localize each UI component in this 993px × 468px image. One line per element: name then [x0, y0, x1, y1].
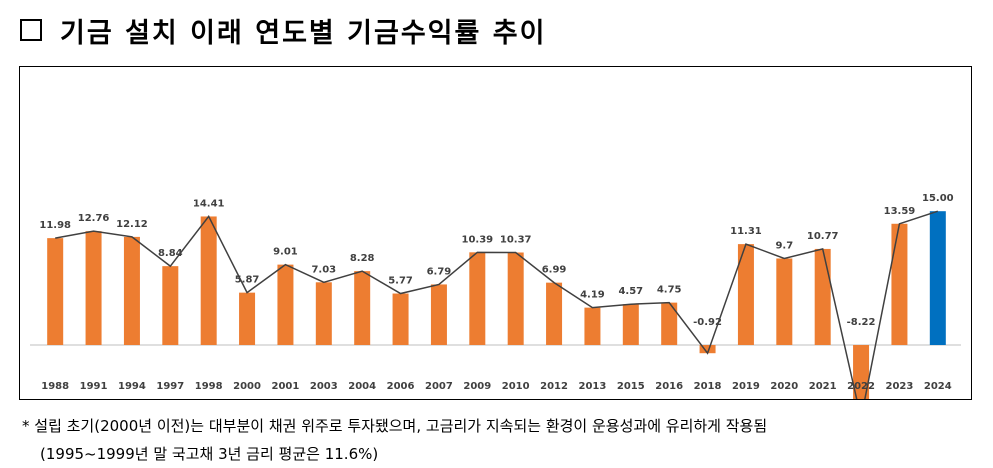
data-label-1998: 14.41 [193, 198, 225, 209]
data-label-2006: 5.77 [388, 276, 413, 287]
bar-2018 [699, 345, 716, 354]
bar-1998 [200, 216, 217, 345]
x-tick-2020: 2020 [770, 381, 798, 392]
page-title: 기금 설치 이래 연도별 기금수익률 추이 [20, 10, 546, 50]
data-label-2024: 15.00 [922, 193, 954, 204]
chart-frame: 11.98 12.76 12.12 8.84 14.41 5.87 9.01 7.03 8.28… [19, 66, 972, 419]
data-label-2004: 8.28 [350, 253, 375, 264]
data-label-2009: 10.39 [461, 234, 493, 245]
x-tick-2013: 2013 [579, 381, 607, 392]
data-label-2001: 9.01 [273, 247, 298, 258]
data-label-2015: 4.57 [618, 286, 643, 297]
bar-line-chart: 11.98 12.76 12.12 8.84 14.41 5.87 9.01 7.03 8.28… [30, 193, 961, 419]
data-label-2007: 6.79 [427, 266, 452, 277]
bar-2016 [661, 302, 678, 345]
data-label-2018: -0.92 [693, 317, 722, 328]
x-tick-2012: 2012 [540, 381, 568, 392]
x-tick-2018: 2018 [694, 381, 722, 392]
bar-2020 [776, 258, 793, 345]
bar-2019 [737, 244, 754, 345]
bar-2010 [507, 252, 524, 345]
x-tick-2024: 2024 [924, 381, 952, 392]
x-tick-2001: 2001 [272, 381, 300, 392]
data-label-1991: 12.76 [78, 213, 110, 224]
data-label-2013: 4.19 [580, 290, 605, 301]
checkbox-square-icon [20, 19, 42, 41]
data-label-2012: 6.99 [542, 265, 567, 276]
data-label-2019: 11.31 [730, 226, 762, 237]
bar-2003 [315, 282, 332, 345]
footnote-line-1: * 설립 초기(2000년 이전)는 대부분이 채권 위주로 투자됐으며, 고금… [22, 417, 768, 435]
x-tick-2007: 2007 [425, 381, 453, 392]
bar-2009 [469, 252, 486, 345]
x-tick-2006: 2006 [387, 381, 415, 392]
x-tick-1988: 1988 [41, 381, 69, 392]
x-tick-1997: 1997 [156, 381, 184, 392]
bar-2015 [622, 304, 639, 345]
data-label-1994: 12.12 [116, 219, 148, 230]
bar-2004 [354, 271, 371, 345]
bar-2012 [546, 282, 563, 345]
data-label-1988: 11.98 [39, 220, 71, 231]
x-tick-2021: 2021 [809, 381, 837, 392]
data-label-2023: 13.59 [884, 206, 916, 217]
x-tick-2010: 2010 [502, 381, 530, 392]
data-label-2022: -8.22 [847, 317, 876, 328]
data-label-1997: 8.84 [158, 248, 183, 259]
footnote-line-2: (1995~1999년 말 국고채 3년 금리 평균은 11.6%) [40, 445, 379, 463]
data-label-2010: 10.37 [500, 234, 532, 245]
data-label-2016: 4.75 [657, 285, 682, 296]
bar-1994 [123, 236, 140, 345]
title-text: 기금 설치 이래 연도별 기금수익률 추이 [60, 17, 547, 49]
bar-2024 [929, 211, 946, 345]
x-tick-1994: 1994 [118, 381, 146, 392]
bar-2006 [392, 293, 409, 345]
x-tick-2003: 2003 [310, 381, 338, 392]
x-tick-2022: 2022 [847, 381, 875, 392]
bar-1988 [47, 238, 64, 345]
x-tick-2009: 2009 [463, 381, 491, 392]
bar-2000 [239, 292, 256, 345]
bar-2021 [814, 248, 831, 345]
x-tick-2019: 2019 [732, 381, 760, 392]
x-tick-2023: 2023 [886, 381, 914, 392]
bar-2023 [891, 223, 908, 345]
x-tick-2015: 2015 [617, 381, 645, 392]
trend-line [55, 210, 939, 419]
x-tick-2000: 2000 [233, 381, 261, 392]
data-label-2021: 10.77 [807, 231, 839, 242]
x-tick-2004: 2004 [348, 381, 376, 392]
data-label-2020: 9.7 [775, 240, 793, 251]
bar-1997 [162, 266, 179, 345]
x-tick-1991: 1991 [80, 381, 108, 392]
bar-1991 [85, 231, 102, 345]
x-tick-2016: 2016 [655, 381, 683, 392]
bar-2001 [277, 264, 294, 345]
data-label-2003: 7.03 [311, 264, 336, 275]
data-label-2000: 5.87 [235, 275, 260, 286]
bar-2013 [584, 307, 601, 345]
x-tick-1998: 1998 [195, 381, 223, 392]
bar-2007 [430, 284, 447, 345]
